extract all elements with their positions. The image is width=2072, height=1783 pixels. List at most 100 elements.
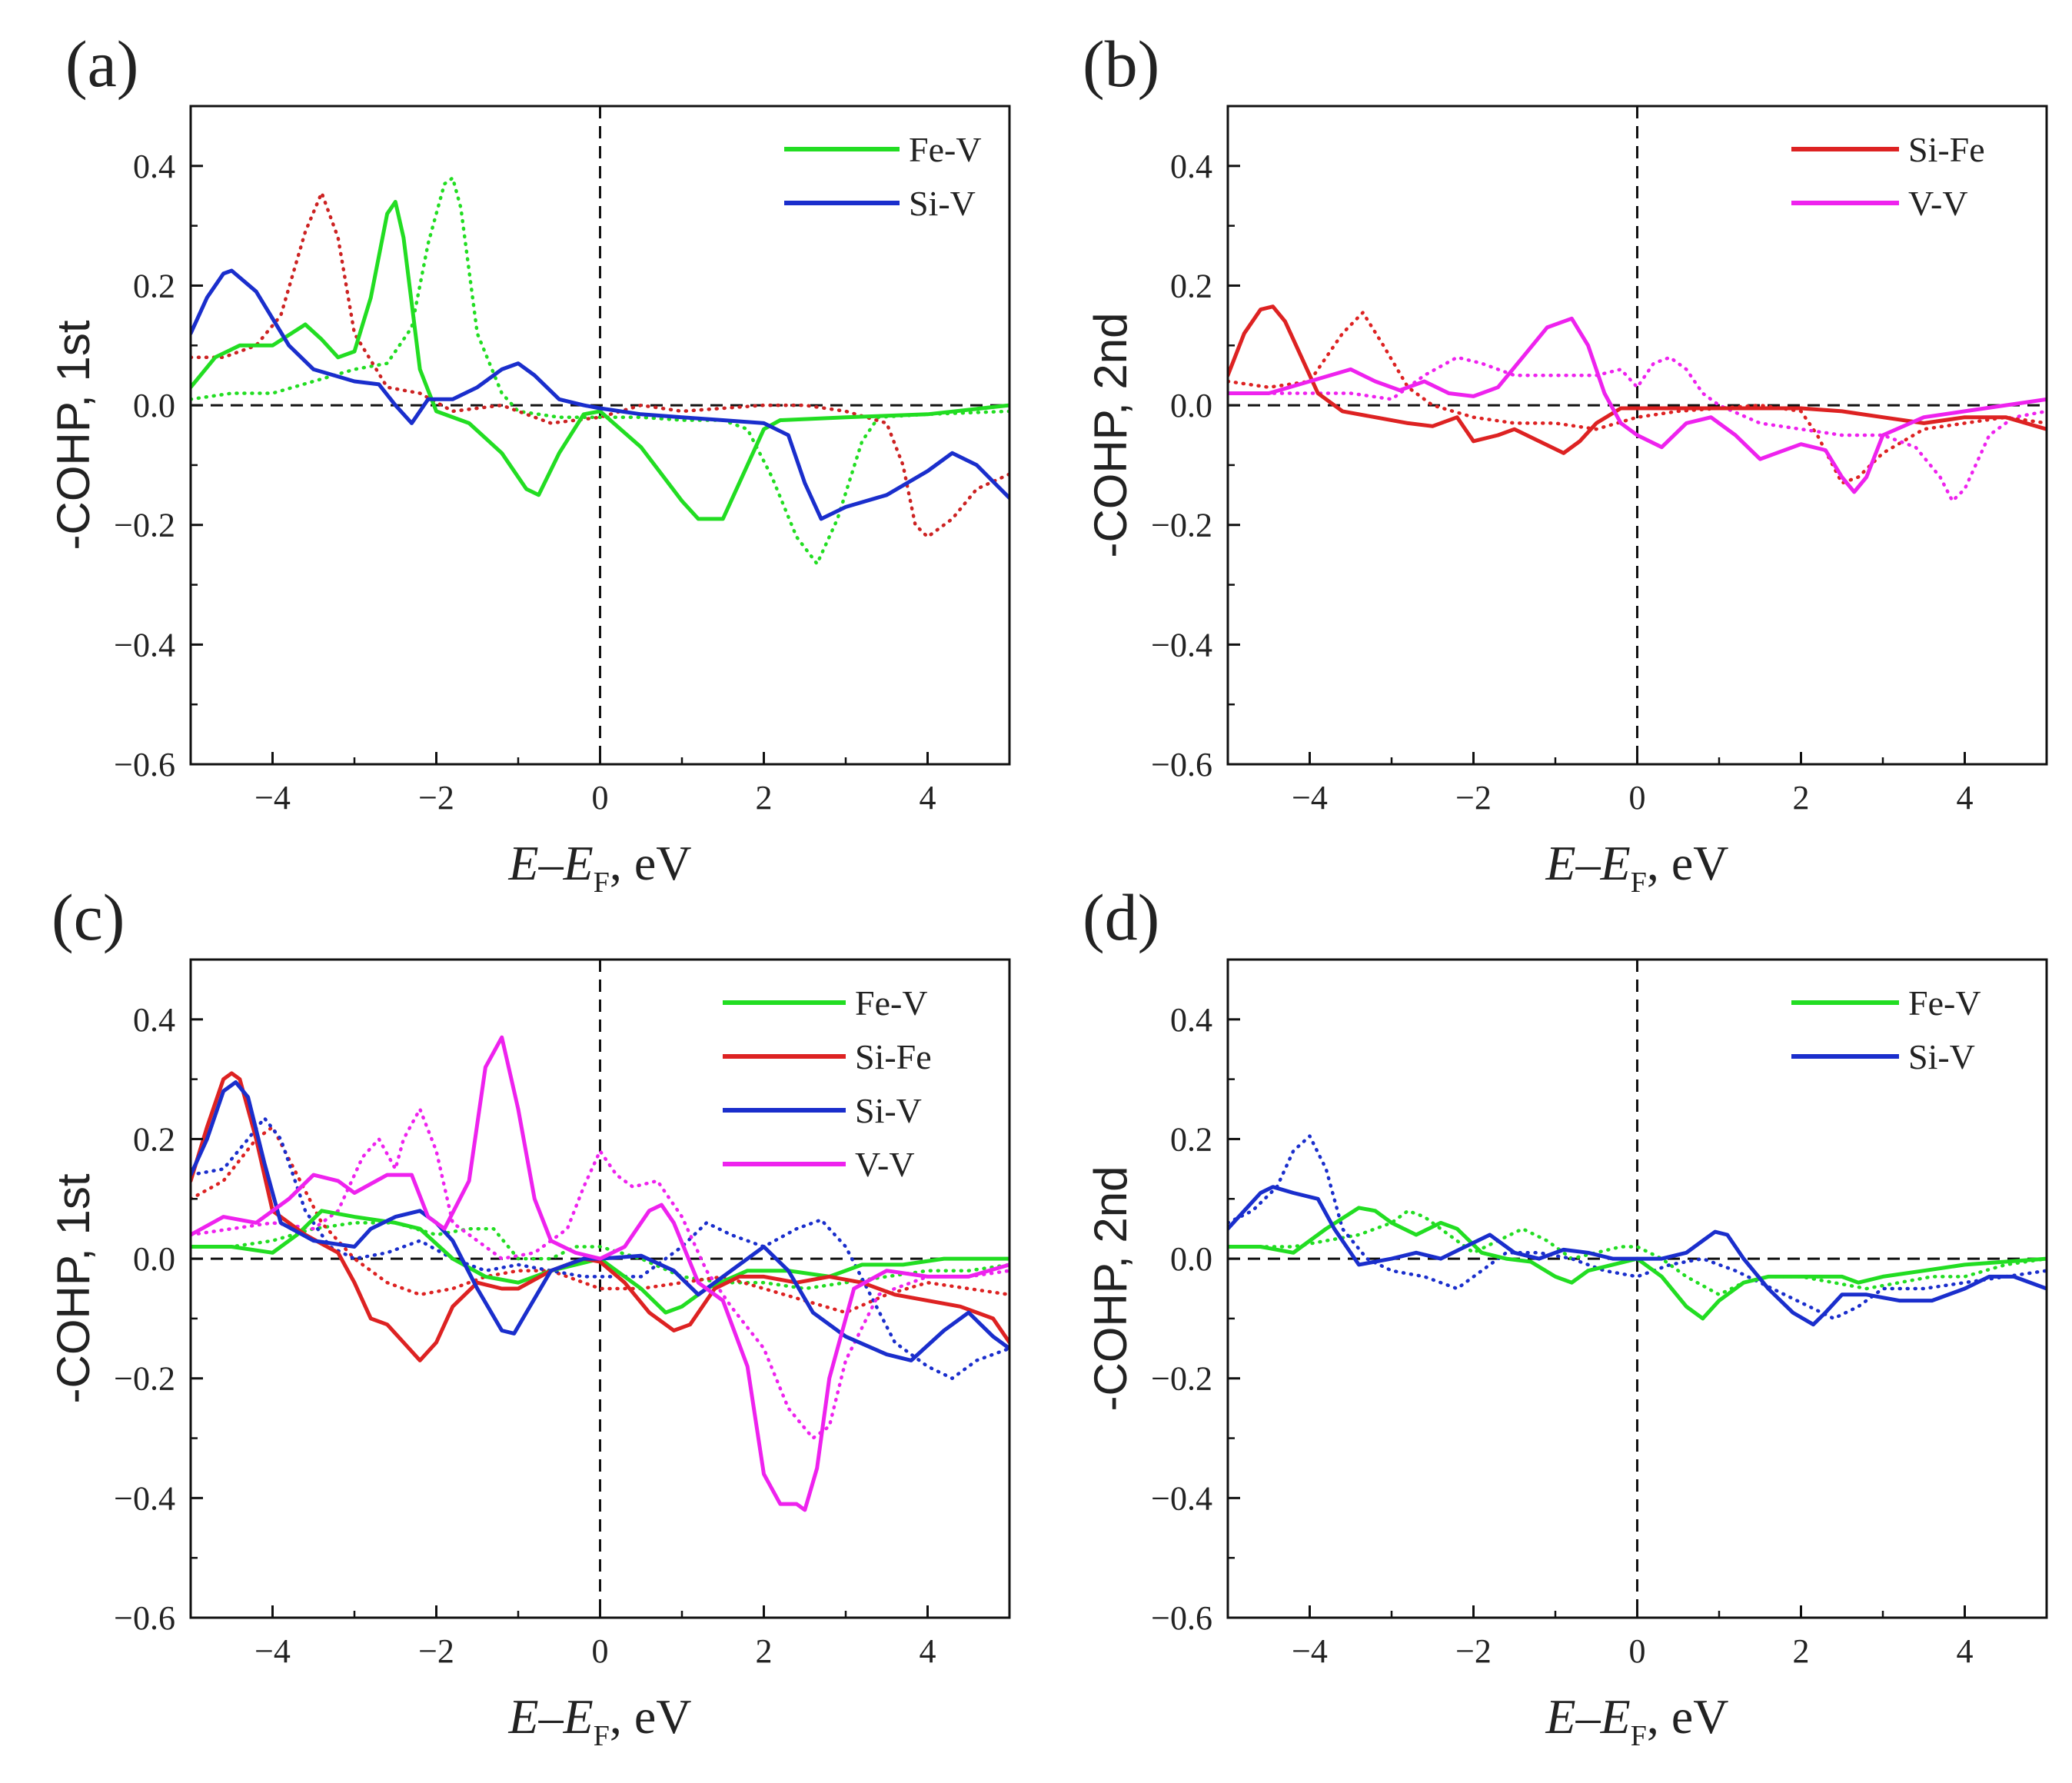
x-title-ef: E — [563, 836, 594, 890]
x-tick-label: 4 — [1957, 1632, 1974, 1670]
legend-label: Si-Fe — [1908, 130, 1985, 169]
x-tick-label: 2 — [756, 779, 773, 817]
y-tick-label: −0.2 — [1151, 507, 1212, 544]
series-group — [1228, 1134, 2047, 1327]
series-line-si-v-dotted — [191, 191, 1009, 539]
series-line-v-v-dotted — [191, 1107, 1009, 1440]
y-tick-label: 0.4 — [133, 1001, 175, 1039]
x-tick-label: 2 — [1793, 779, 1810, 817]
y-tick-label: −0.2 — [114, 507, 175, 544]
y-tick-label: −0.2 — [114, 1360, 175, 1398]
x-tick-label: 0 — [592, 779, 609, 817]
series-line-si-fe-dotted — [1228, 311, 2047, 485]
chart-panel-c: (c) −4 −2 0 2 4 0.4 0.2 0.0 −0.2 −0.4 −0.6 -COHP, 1s… — [48, 880, 1011, 1752]
x-title-ef: E — [1600, 1689, 1631, 1744]
panel-label: (b) — [1083, 27, 1159, 101]
x-tick-label: 2 — [756, 1632, 773, 1670]
series-line-fe-v-dotted — [1228, 1209, 2047, 1297]
series-line-fe-v — [1228, 1206, 2047, 1321]
y-axis-title: -COHP, 1st — [48, 1173, 99, 1403]
chart-panel-d: (d) −4 −2 0 2 4 0.4 0.2 0.0 −0.2 −0.4 −0.6 -COHP, 2n… — [1083, 880, 2048, 1752]
legend-label: V-V — [1908, 184, 1968, 223]
y-tick-label: −0.4 — [1151, 626, 1212, 664]
y-tick-label: 0.0 — [133, 387, 175, 424]
x-title-ef: E — [563, 1689, 594, 1744]
x-title-e: E — [1545, 836, 1576, 890]
x-title-ef: E — [1600, 836, 1631, 890]
x-tick-label: −2 — [1455, 1632, 1492, 1670]
x-tick-label: 4 — [920, 1632, 936, 1670]
x-title-minus: – — [538, 1689, 564, 1744]
legend-label: Si-V — [909, 184, 976, 223]
series-line-fe-v — [191, 200, 1009, 521]
x-axis-title: E–EF, eV — [1545, 836, 1729, 899]
x-title-unit: , eV — [1647, 1689, 1729, 1744]
legend-label: Si-Fe — [855, 1037, 932, 1076]
y-tick-label: 0.2 — [133, 267, 175, 304]
series-group — [191, 1035, 1009, 1512]
panel-label: (c) — [52, 880, 125, 954]
x-title-e: E — [1545, 1689, 1576, 1744]
y-axis-title: -COHP, 2nd — [1085, 312, 1136, 557]
series-line-fe-v-dotted — [191, 1221, 1009, 1291]
x-tick-label: −4 — [1292, 779, 1328, 817]
series-line-v-v — [191, 1035, 1009, 1512]
x-title-minus: – — [538, 836, 564, 890]
x-tick-label: 4 — [1957, 779, 1974, 817]
y-tick-label: 0.0 — [1170, 1240, 1212, 1278]
x-tick-label: −2 — [418, 1632, 454, 1670]
x-title-minus: – — [1575, 1689, 1601, 1744]
series-line-v-v — [1228, 316, 2047, 494]
x-tick-label: 0 — [1629, 779, 1646, 817]
chart-panel-b: (b) −4 −2 0 2 4 0.4 0.2 0.0 −0.2 −0.4 −0.6 -COHP, 2n… — [1083, 27, 2048, 899]
x-title-subscript-f: F — [594, 1720, 610, 1752]
x-tick-label: 2 — [1793, 1632, 1810, 1670]
x-title-minus: – — [1575, 836, 1601, 890]
x-tick-label: −4 — [254, 1632, 291, 1670]
legend-label: Fe-V — [1908, 983, 1981, 1023]
series-line-fe-v-dotted — [191, 176, 1009, 566]
y-tick-label: −0.6 — [114, 1599, 175, 1637]
y-tick-label: −0.6 — [114, 746, 175, 783]
x-title-e: E — [508, 836, 539, 890]
y-axis-title: -COHP, 2nd — [1085, 1166, 1136, 1411]
y-tick-label: 0.2 — [133, 1120, 175, 1158]
x-tick-label: −2 — [1455, 779, 1492, 817]
series-line-si-v-dotted — [1228, 1134, 2047, 1321]
x-tick-label: 0 — [592, 1632, 609, 1670]
y-tick-label: 0.0 — [133, 1240, 175, 1278]
y-tick-label: −0.2 — [1151, 1360, 1212, 1398]
x-tick-label: −4 — [1292, 1632, 1328, 1670]
series-line-si-v — [191, 268, 1009, 521]
y-tick-label: 0.4 — [1170, 1001, 1212, 1039]
y-tick-label: 0.2 — [1170, 267, 1212, 304]
x-title-subscript-f: F — [594, 867, 610, 899]
series-line-si-v — [191, 1080, 1009, 1362]
legend-label: Si-V — [855, 1091, 922, 1130]
series-group — [1228, 304, 2047, 503]
x-axis-title: E–EF, eV — [1545, 1689, 1729, 1752]
x-title-subscript-f: F — [1631, 1720, 1647, 1752]
x-tick-label: −2 — [418, 779, 454, 817]
y-axis-title: -COHP, 1st — [48, 320, 99, 550]
series-line-si-v — [1228, 1185, 2047, 1327]
x-axis-title: E–EF, eV — [508, 1689, 692, 1752]
legend-label: Fe-V — [855, 983, 928, 1023]
y-tick-label: −0.4 — [1151, 1479, 1212, 1517]
x-tick-label: −4 — [254, 779, 291, 817]
legend-label: V-V — [855, 1145, 915, 1184]
x-title-unit: , eV — [610, 1689, 692, 1744]
y-tick-label: 0.4 — [133, 148, 175, 185]
chart-panel-a: (a) −4 −2 0 2 4 0.4 0.2 0.0 −0.2 −0.4 −0.6 -COHP, 1s… — [48, 27, 1011, 899]
y-tick-label: −0.6 — [1151, 746, 1212, 783]
x-axis-title: E–EF, eV — [508, 836, 692, 899]
x-tick-label: 0 — [1629, 1632, 1646, 1670]
panel-label: (d) — [1083, 880, 1159, 954]
series-group — [191, 176, 1009, 566]
x-tick-label: 4 — [920, 779, 936, 817]
x-title-unit: , eV — [610, 836, 692, 890]
legend-label: Si-V — [1908, 1037, 1975, 1076]
y-tick-label: 0.0 — [1170, 387, 1212, 424]
y-tick-label: −0.6 — [1151, 1599, 1212, 1637]
